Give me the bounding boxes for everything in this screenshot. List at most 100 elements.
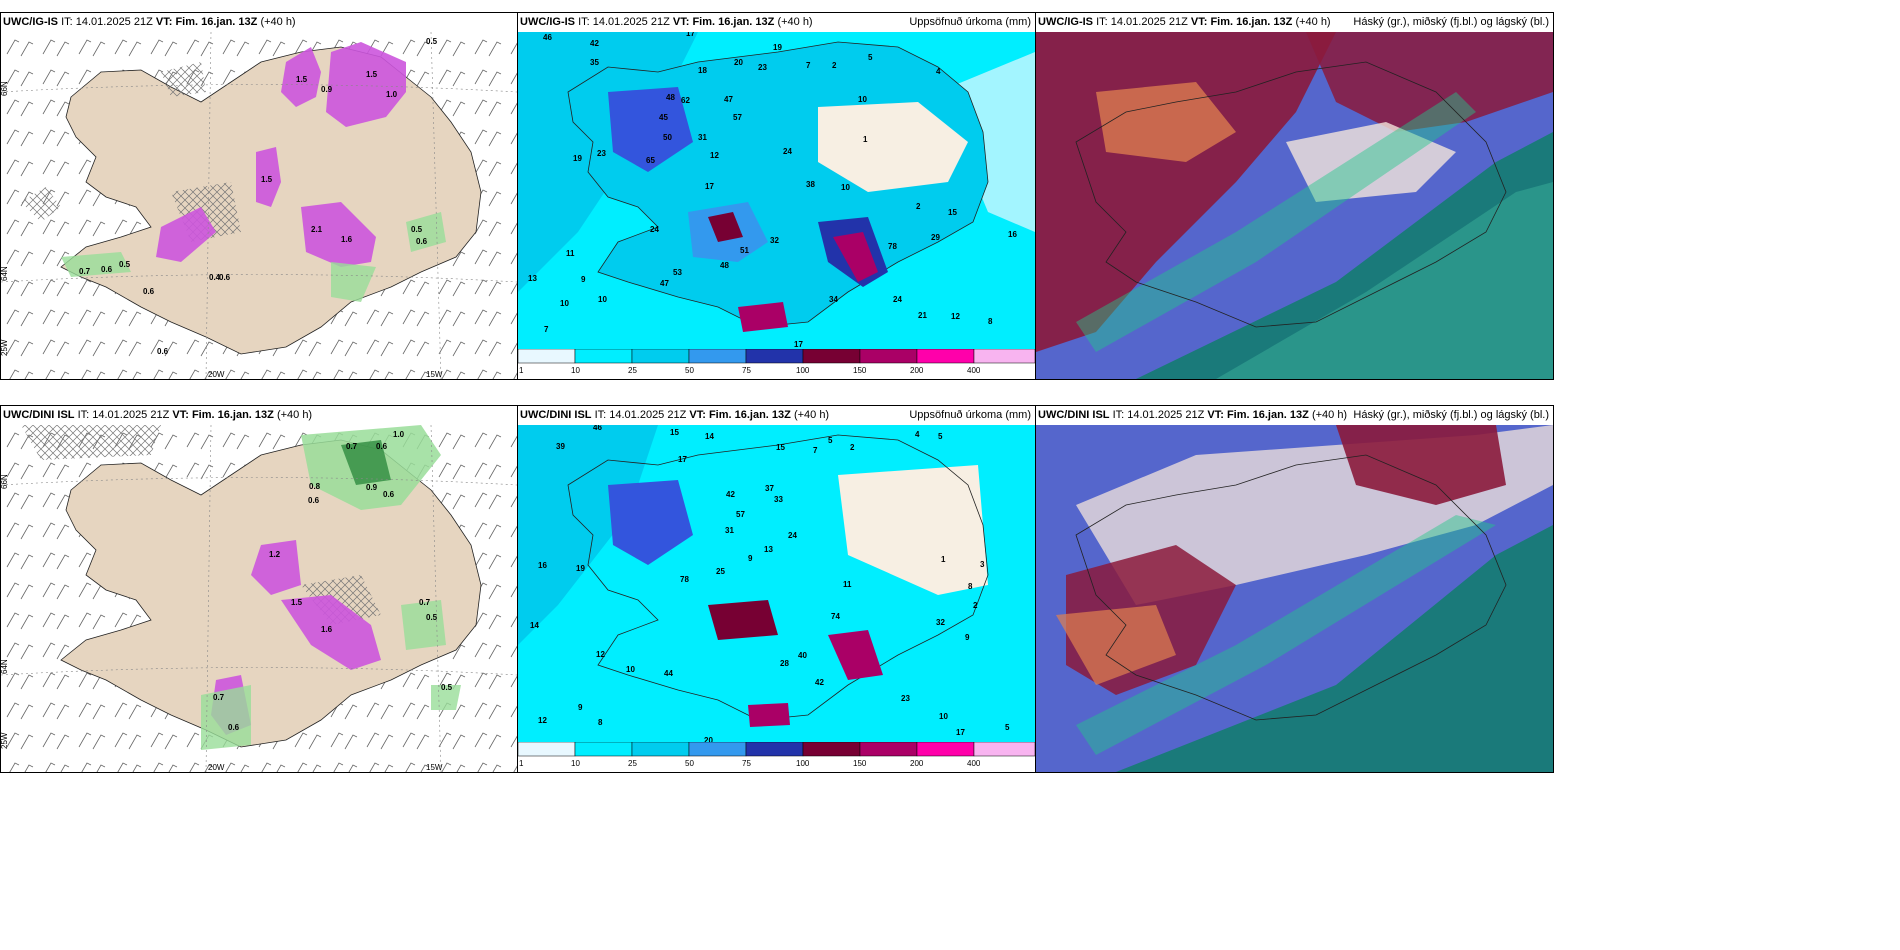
svg-text:32: 32 <box>936 618 945 627</box>
surface-precip-map: 1.0 0.7 0.6 0.8 0.6 0.9 0.6 1.2 1.5 1.6 … <box>1 425 517 772</box>
precip-area-darkgreen <box>341 440 391 485</box>
hatched-area <box>21 187 61 222</box>
svg-text:17: 17 <box>686 32 695 38</box>
svg-text:57: 57 <box>733 113 742 122</box>
svg-text:78: 78 <box>888 242 897 251</box>
low-cloud-band <box>1076 515 1496 755</box>
svg-text:8: 8 <box>968 582 973 591</box>
svg-text:53: 53 <box>673 268 682 277</box>
svg-text:42: 42 <box>815 678 824 687</box>
legend-tick: 75 <box>742 366 751 375</box>
svg-text:29: 29 <box>931 233 940 242</box>
cloud-title: Háský (gr.), miðský (fj.bl.) og lágský (… <box>1353 409 1549 421</box>
legend-tick: 200 <box>910 759 924 768</box>
svg-text:0.6: 0.6 <box>383 490 395 499</box>
svg-text:1.5: 1.5 <box>296 75 308 84</box>
lat-label: 64N <box>1 266 9 281</box>
svg-text:1: 1 <box>863 135 868 144</box>
precip-legend: 1 10 25 50 75 100 150 200 400 <box>518 742 1035 768</box>
svg-text:0.4: 0.4 <box>209 273 221 282</box>
svg-text:13: 13 <box>764 545 773 554</box>
svg-text:24: 24 <box>893 295 902 304</box>
precip-area-green <box>201 600 461 750</box>
precip-core <box>828 630 883 680</box>
svg-text:1.5: 1.5 <box>261 175 273 184</box>
svg-text:51: 51 <box>740 246 749 255</box>
svg-text:1.0: 1.0 <box>393 430 405 439</box>
svg-text:28: 28 <box>780 659 789 668</box>
panel-title: UWC/DINI ISL IT: 14.01.2025 21Z VT: Fim.… <box>1036 406 1553 425</box>
svg-text:0.6: 0.6 <box>101 265 113 274</box>
svg-text:62: 62 <box>681 96 690 105</box>
legend-tick: 200 <box>910 366 924 375</box>
lat-lon-grid <box>1 32 517 379</box>
svg-text:12: 12 <box>596 650 605 659</box>
svg-text:0.8: 0.8 <box>309 482 321 491</box>
svg-text:1.6: 1.6 <box>341 235 353 244</box>
low-cloud-area <box>1116 525 1553 772</box>
svg-text:1.5: 1.5 <box>366 70 378 79</box>
svg-text:16: 16 <box>538 561 547 570</box>
svg-text:47: 47 <box>660 279 669 288</box>
map-panel-surface-dini: UWC/DINI ISL IT: 14.01.2025 21Z VT: Fim.… <box>0 405 518 773</box>
svg-text:12: 12 <box>710 151 719 160</box>
svg-text:20: 20 <box>704 736 713 743</box>
precip-band <box>518 425 658 645</box>
svg-text:15: 15 <box>948 208 957 217</box>
svg-text:24: 24 <box>783 147 792 156</box>
svg-text:0.6: 0.6 <box>416 237 428 246</box>
svg-text:7: 7 <box>813 446 818 455</box>
precip-area <box>156 42 406 267</box>
svg-text:40: 40 <box>798 651 807 660</box>
low-cloud-band <box>1076 92 1476 352</box>
svg-text:1.6: 1.6 <box>321 625 333 634</box>
panel-title: UWC/IG-IS IT: 14.01.2025 21Z VT: Fim. 16… <box>1036 13 1553 32</box>
map-panel-precip-ig: UWC/IG-IS IT: 14.01.2025 21Z VT: Fim. 16… <box>517 12 1036 380</box>
legend-tick: 100 <box>796 759 810 768</box>
legend-tick: 1 <box>519 759 524 768</box>
svg-text:0.9: 0.9 <box>321 85 333 94</box>
svg-text:5: 5 <box>938 432 943 441</box>
svg-text:12: 12 <box>951 312 960 321</box>
svg-text:0.6: 0.6 <box>143 287 155 296</box>
svg-text:48: 48 <box>720 261 729 270</box>
svg-text:24: 24 <box>650 225 659 234</box>
svg-text:17: 17 <box>678 455 687 464</box>
iceland-outline <box>1075 61 1507 328</box>
mixed-cloud-area <box>1056 605 1176 685</box>
svg-text:5: 5 <box>828 436 833 445</box>
svg-text:4: 4 <box>936 67 941 76</box>
svg-text:0.6: 0.6 <box>376 442 388 451</box>
precip-legend: 1 10 25 50 75 100 150 200 400 <box>518 349 1035 375</box>
value-labels: 46 42 35 17 19 20 23 7 2 5 4 18 47 57 31… <box>528 32 1017 349</box>
svg-text:15: 15 <box>670 428 679 437</box>
svg-text:24: 24 <box>788 531 797 540</box>
legend-tick: 1 <box>519 366 524 375</box>
accumulated-precip-map: 46 15 14 15 39 17 7 5 2 4 5 37 42 57 31 … <box>518 425 1035 743</box>
svg-text:78: 78 <box>680 575 689 584</box>
lat-label: 66N <box>1 81 9 96</box>
svg-text:34: 34 <box>829 295 838 304</box>
svg-text:45: 45 <box>659 113 668 122</box>
svg-text:23: 23 <box>597 149 606 158</box>
precip-core <box>833 232 878 282</box>
svg-text:42: 42 <box>726 490 735 499</box>
precip-band <box>608 480 693 565</box>
svg-text:10: 10 <box>626 665 635 674</box>
svg-text:0.9: 0.9 <box>366 483 378 492</box>
svg-text:10: 10 <box>841 183 850 192</box>
svg-text:5: 5 <box>1005 723 1010 732</box>
legend-tick: 25 <box>628 366 637 375</box>
svg-text:23: 23 <box>758 63 767 72</box>
low-cloud-area <box>1216 182 1553 379</box>
svg-text:4: 4 <box>915 430 920 439</box>
svg-text:2.1: 2.1 <box>311 225 323 234</box>
legend-tick: 50 <box>685 759 694 768</box>
lat-label: 25W <box>1 339 9 356</box>
svg-text:0.6: 0.6 <box>219 273 231 282</box>
svg-text:0.6: 0.6 <box>308 496 320 505</box>
lat-label: 64N <box>1 659 9 674</box>
svg-text:23: 23 <box>901 694 910 703</box>
svg-text:0.7: 0.7 <box>419 598 431 607</box>
lon-label: 20W <box>208 370 225 379</box>
